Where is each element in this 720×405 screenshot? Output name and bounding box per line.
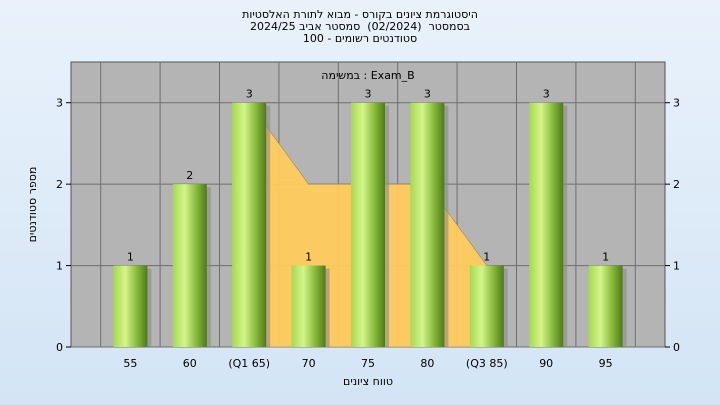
bar (529, 102, 564, 347)
legend: במשימה : Exam_B (321, 69, 414, 82)
x-tick-label: 55 (123, 357, 137, 370)
x-tick-label: 70 (302, 357, 316, 370)
y-tick-label-right: 1 (673, 260, 680, 273)
bar (588, 265, 623, 347)
bar (113, 265, 148, 347)
chart-title: היסטוגרמת ציונים בקורס - מבוא לתורת האלס… (0, 9, 720, 45)
y-tick-label-left: 1 (56, 260, 63, 273)
bar (232, 102, 267, 347)
bar-value-label: 3 (246, 88, 253, 101)
x-tick-label: (Q1 65) (228, 357, 270, 370)
y-tick-label-left: 2 (56, 178, 63, 191)
bar (410, 102, 445, 347)
bar (469, 265, 504, 347)
bar-value-label: 2 (186, 169, 193, 182)
title-line-1: היסטוגרמת ציונים בקורס - מבוא לתורת האלס… (242, 8, 478, 21)
bar-value-label: 1 (602, 251, 609, 264)
bar-value-label: 1 (127, 251, 134, 264)
bar-value-label: 3 (424, 88, 431, 101)
bar (351, 102, 385, 347)
title-line-2: בסמסטר (02/2024) סמסטר אביב 2024/25 (249, 20, 471, 33)
y-tick-label-right: 2 (673, 178, 680, 191)
y-tick-label-left: 3 (56, 97, 63, 110)
x-tick-label: 75 (361, 357, 375, 370)
x-tick-label: 90 (539, 357, 553, 370)
bar-value-label: 1 (305, 251, 312, 264)
bar (172, 184, 207, 347)
bar-value-label: 3 (543, 88, 550, 101)
x-tick-label: 80 (420, 357, 434, 370)
x-axis-title: טווח ציונים (343, 375, 393, 388)
y-tick-label-right: 3 (673, 97, 680, 110)
x-tick-label: 60 (183, 357, 197, 370)
bar (291, 265, 326, 347)
x-tick-label: 95 (599, 357, 613, 370)
y-tick-label-right: 0 (673, 341, 680, 354)
title-line-3: סטודנטים רשומים - 100 (302, 32, 418, 45)
x-tick-label: (Q3 85) (466, 357, 508, 370)
y-axis-title: מספר סטודנטים (26, 167, 39, 243)
bar-value-label: 1 (483, 251, 490, 264)
bar-value-label: 3 (365, 88, 372, 101)
y-tick-label-left: 0 (56, 341, 63, 354)
